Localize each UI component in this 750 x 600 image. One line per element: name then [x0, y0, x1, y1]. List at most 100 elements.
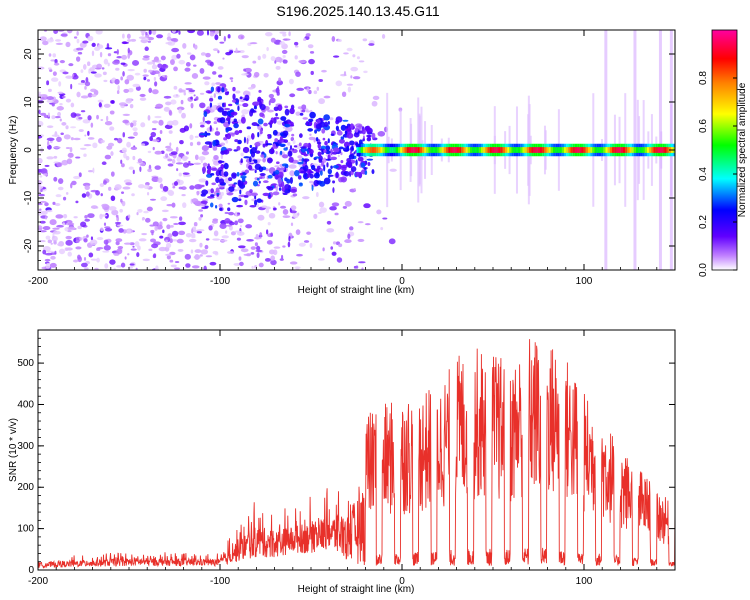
- spectrogram-cell: [199, 67, 205, 74]
- spectrogram-cell: [289, 107, 295, 115]
- spectrogram-cell: [91, 93, 97, 98]
- spectrogram-cell: [98, 102, 102, 108]
- spectrogram-cell: [199, 254, 203, 257]
- spectrogram-cell: [371, 132, 376, 139]
- spectrogram-cell: [173, 222, 179, 226]
- spectrogram-cell: [259, 103, 266, 111]
- spectrogram-cell: [67, 230, 72, 233]
- spectrogram-cell: [176, 156, 182, 162]
- spectrogram-cell: [63, 134, 71, 140]
- spectrogram-cell: [350, 166, 357, 173]
- spectrogram-cell: [152, 146, 155, 151]
- spectrogram-cell: [223, 171, 229, 177]
- spectrogram-cell: [147, 36, 155, 41]
- spectrogram-cell: [50, 59, 56, 62]
- spectrogram-cells: [38, 30, 675, 270]
- spectrogram-cell: [56, 136, 62, 143]
- spectrogram-cell: [344, 130, 348, 135]
- spectrogram-cell: [71, 180, 77, 186]
- spectrogram-cell: [206, 30, 210, 36]
- spectrogram-cell: [120, 76, 123, 81]
- spectrogram-cell: [235, 90, 241, 94]
- spectrogram-cell: [252, 180, 259, 187]
- spectrogram-cell: [258, 180, 261, 184]
- spectrogram-cell: [62, 196, 67, 201]
- spectrogram-cell: [367, 161, 371, 167]
- spectrogram-cell: [117, 85, 120, 91]
- spectrogram-ridge-cell: [413, 147, 416, 153]
- spectrogram-cell: [39, 200, 47, 203]
- spectrogram-cell: [84, 218, 90, 222]
- spectrogram-ridge-cell: [629, 147, 632, 153]
- spectrogram-ridge-cell: [426, 147, 429, 153]
- spectrogram-cell: [75, 56, 81, 62]
- spectrogram-cell: [222, 102, 225, 108]
- spectrogram-cell: [243, 136, 247, 144]
- spectrogram-cell: [259, 128, 263, 135]
- spectrogram-cell: [350, 75, 353, 79]
- spectrogram-cell: [279, 205, 287, 209]
- spectrogram-cell: [254, 142, 261, 147]
- spectrogram-cell: [67, 226, 76, 231]
- spectrogram-cell: [149, 136, 153, 142]
- spectrogram-ridge-cell: [391, 147, 394, 153]
- spectrogram-cell: [337, 154, 340, 158]
- spectrogram-ridge-cell: [627, 147, 630, 153]
- spectrogram-cell: [342, 119, 349, 122]
- spectrogram-cell: [337, 38, 342, 42]
- spectrogram-cell: [97, 99, 104, 103]
- spectrogram-cell: [91, 42, 96, 48]
- spectrogram-ridge-cell: [574, 147, 578, 153]
- spectrogram-cell: [275, 185, 279, 192]
- spectrogram-cell: [314, 129, 318, 134]
- spectrogram-cell: [167, 32, 171, 39]
- spectrogram-cell: [315, 137, 319, 142]
- spectrogram-ridge-cell: [625, 147, 628, 153]
- y-tick-label: 400: [17, 399, 34, 410]
- colorbar-tick-label: 0.2: [698, 215, 709, 229]
- spectrogram-cell: [77, 225, 82, 230]
- spectrogram-ridge-cell: [568, 147, 571, 153]
- spectrogram-cell: [87, 115, 92, 121]
- spectrogram-cell: [111, 209, 119, 216]
- x-tick-label: 100: [576, 576, 593, 587]
- spectrogram-cell: [364, 223, 371, 226]
- spectrogram-cell: [58, 248, 66, 255]
- spectrogram-cell: [264, 31, 273, 37]
- spectrogram-cell: [171, 30, 177, 34]
- spectrogram-cell: [170, 59, 175, 65]
- spectrogram-cell: [96, 257, 100, 263]
- spectrogram-cell: [282, 192, 288, 196]
- spectrogram-cell: [109, 259, 116, 265]
- spectrogram-cell: [175, 146, 179, 153]
- spectrogram-cell: [146, 206, 153, 212]
- spectrogram-cell: [229, 77, 234, 80]
- spectrogram-cell: [274, 169, 280, 175]
- spectrogram-cell: [204, 205, 209, 208]
- spectrogram-ridge-cell: [642, 147, 645, 153]
- spectrogram-cell: [171, 230, 179, 237]
- spectrogram-cell: [290, 222, 294, 227]
- spectrogram-cell: [79, 236, 83, 241]
- spectrogram-cell: [200, 214, 204, 218]
- spectrogram-cell: [259, 232, 263, 238]
- spectrogram-cell: [262, 157, 266, 163]
- spectrogram-cell: [39, 220, 46, 224]
- spectrogram-cell: [200, 193, 206, 197]
- spectrogram-cell: [240, 152, 244, 157]
- spectrogram-cell: [317, 142, 321, 149]
- spectrogram-cell: [127, 136, 135, 139]
- spectrogram-cell: [227, 202, 231, 205]
- spectrogram-ridge-cell: [397, 147, 401, 153]
- spectrogram-ridge-cell: [500, 147, 503, 153]
- spectrogram-cell: [289, 170, 295, 177]
- spectrogram-cell: [201, 166, 207, 174]
- spectrogram-cell: [323, 95, 331, 99]
- spectrogram-cell: [249, 144, 253, 148]
- spectrogram-ridge-cell: [537, 147, 540, 153]
- spectrogram-cell: [189, 185, 195, 190]
- spectrogram-cell: [318, 79, 324, 83]
- spectrogram-cell: [88, 252, 94, 258]
- spectrogram-cell: [185, 263, 191, 268]
- spectrogram-cell: [284, 105, 289, 109]
